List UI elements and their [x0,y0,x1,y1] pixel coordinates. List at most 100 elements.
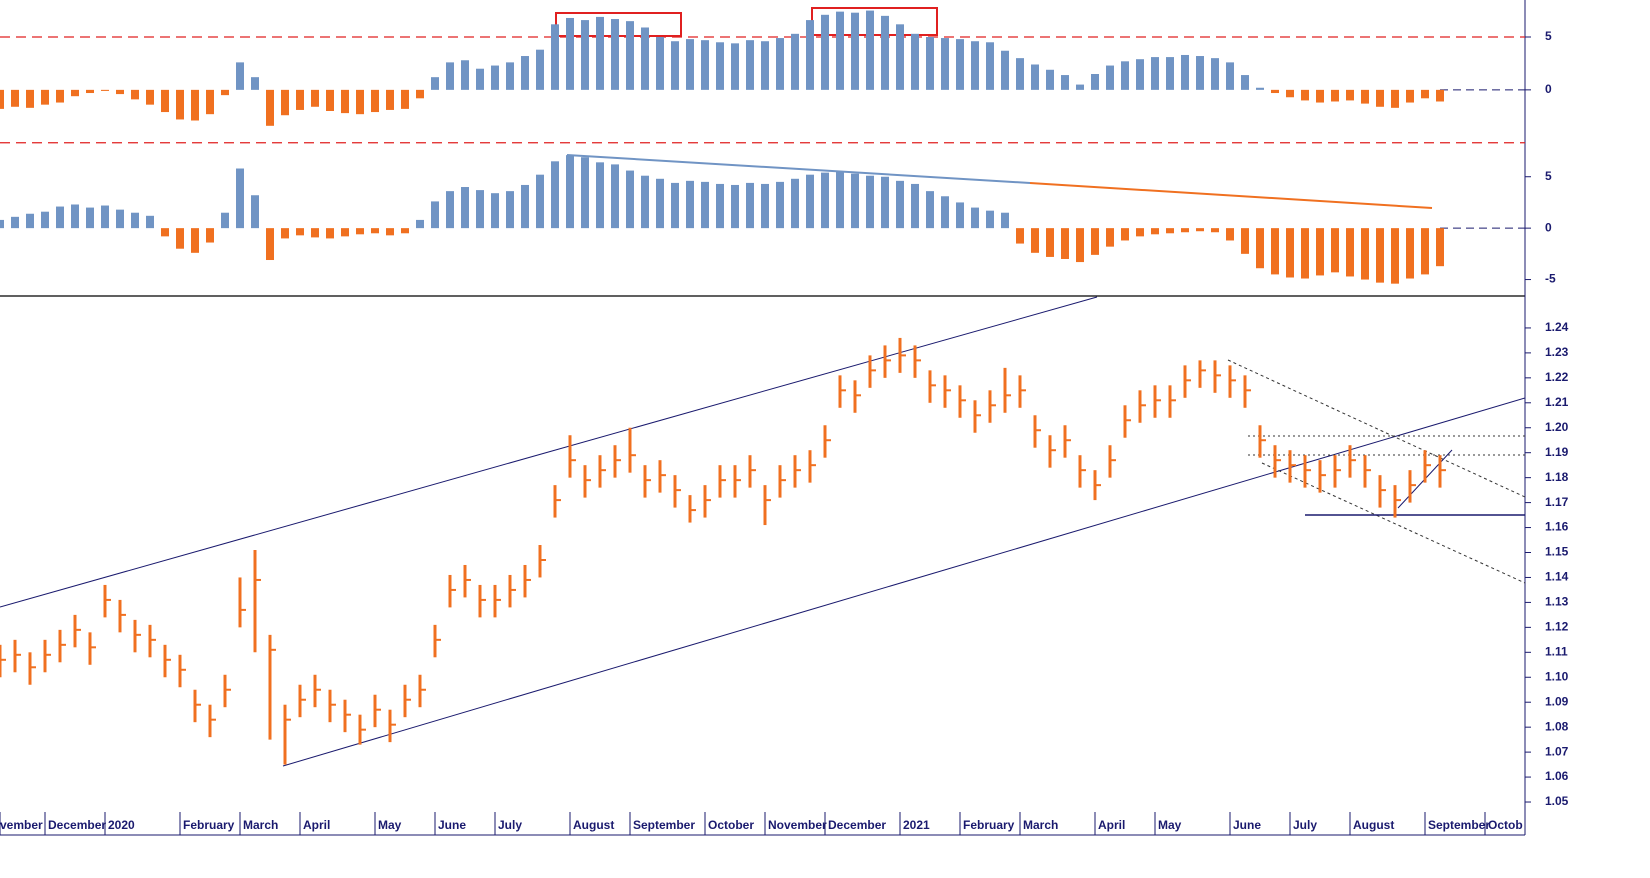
bar [701,40,709,90]
bar [1196,228,1204,232]
bar [851,173,859,229]
bar [896,180,904,229]
bar [1001,50,1009,90]
bar [341,89,349,114]
bar [986,210,994,229]
bar [1181,54,1189,90]
bar [1091,228,1099,255]
bar [1361,228,1369,280]
bar [266,228,274,261]
y-tick-label: 0 [1545,82,1552,96]
bar [581,20,589,90]
bar [911,183,919,229]
bar [1151,57,1159,90]
bar [101,89,109,91]
y-tick-label: 5 [1545,29,1552,43]
bar [551,24,559,90]
bar [551,161,559,229]
bar [611,164,619,229]
bar [761,183,769,229]
bar [971,207,979,229]
bar [746,40,754,90]
bar [776,181,784,229]
y-tick-label: 1.23 [1545,345,1569,359]
bar [26,213,34,229]
bar [1286,228,1294,278]
bar [26,89,34,108]
x-tick-label: February [183,818,235,832]
bar [806,20,814,90]
bar [566,155,574,229]
x-tick-label: October [708,818,754,832]
y-tick-label: 1.07 [1545,744,1569,758]
x-tick-label: July [1293,818,1317,832]
bar [401,89,409,109]
bar [191,89,199,121]
x-tick-label: September [633,818,695,832]
bar [131,212,139,229]
bar [221,89,229,96]
bar [71,89,79,97]
bar [1256,228,1264,269]
bar [986,42,994,90]
bar [461,187,469,229]
y-tick-label: 1.13 [1545,595,1569,609]
bar [1271,89,1279,94]
bar [791,33,799,90]
bar [161,228,169,237]
x-tick-label: Octob [1488,818,1523,832]
bar [836,11,844,90]
bar [296,228,304,236]
trend-line [566,154,1031,184]
y-tick-label: 1.20 [1545,420,1569,434]
bar [1316,89,1324,103]
bar [416,219,424,229]
bar [1046,228,1054,257]
bar [881,15,889,90]
bar [356,89,364,115]
bar [1211,228,1219,233]
bar [431,201,439,229]
bar [356,228,364,235]
y-tick-label: 1.16 [1545,520,1569,534]
bar [11,89,19,107]
bar [491,193,499,229]
bar [56,89,64,103]
bar [251,77,259,90]
bar [326,228,334,239]
y-tick-label: -5 [1545,272,1556,286]
x-tick-label: November [768,818,827,832]
bar [956,39,964,90]
bar [1376,228,1384,283]
bar [941,38,949,90]
bar [1421,228,1429,275]
bar [506,62,514,90]
bar [821,14,829,90]
bar [806,174,814,229]
bar [1226,228,1234,241]
bar [71,204,79,229]
bar [1106,65,1114,90]
bar [821,172,829,229]
y-tick-label: 1.14 [1545,570,1569,584]
x-tick-label: February [963,818,1015,832]
bar [1421,89,1429,99]
bar [1061,228,1069,259]
bar [146,215,154,229]
bar [461,60,469,90]
x-tick-label: December [828,818,886,832]
bar [926,191,934,229]
y-tick-label: 1.21 [1545,395,1569,409]
bar [341,228,349,237]
x-tick-label: June [1233,818,1261,832]
bar [1076,228,1084,263]
bar [1286,89,1294,98]
x-tick-label: March [243,818,278,832]
bar [281,228,289,239]
bar [581,157,589,229]
bar [1016,58,1024,90]
bar [476,190,484,229]
bar [41,89,49,105]
y-tick-label: 1.10 [1545,669,1569,683]
bar [1226,62,1234,90]
